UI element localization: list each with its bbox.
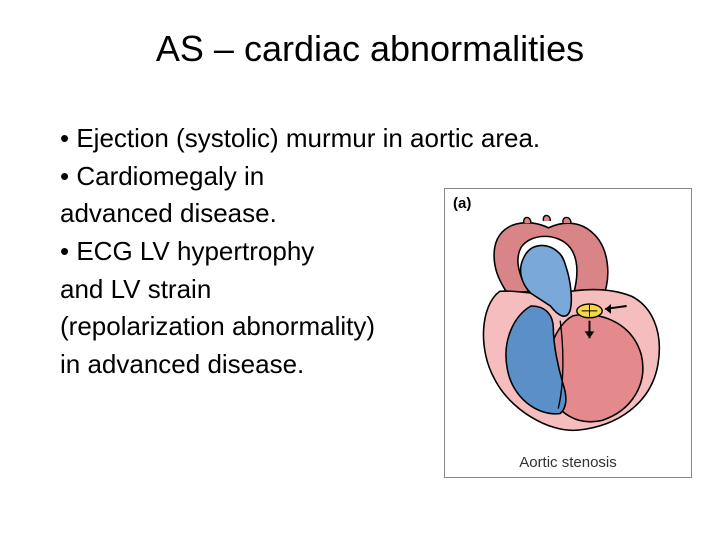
bullet-line: • Ejection (systolic) murmur in aortic a… (60, 120, 680, 158)
page-title: AS – cardiac abnormalities (60, 28, 680, 70)
heart-diagram-icon (461, 213, 676, 443)
heart-figure: (a) (444, 188, 692, 478)
slide: AS – cardiac abnormalities • Ejection (s… (0, 0, 720, 540)
panel-label: (a) (453, 195, 471, 212)
figure-caption: Aortic stenosis (445, 454, 691, 471)
